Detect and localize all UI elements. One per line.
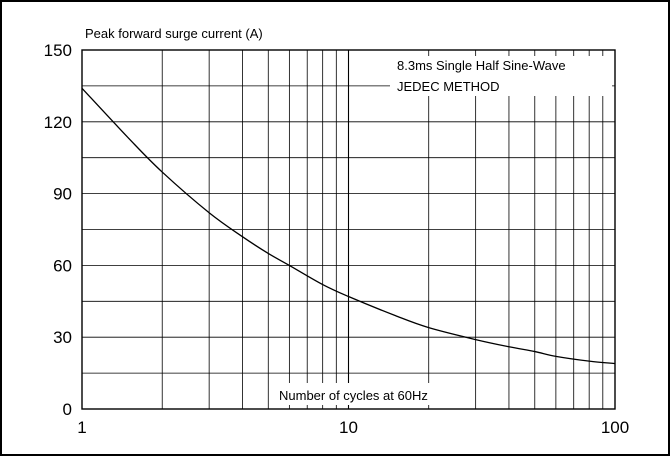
y-tick-label: 30	[53, 328, 72, 347]
y-tick-labels: 0 30 60 90 120 150	[44, 41, 72, 419]
y-tick-label: 150	[44, 41, 72, 60]
x-tick-labels: 1 10 100	[77, 418, 629, 437]
annotation-line-2: JEDEC METHOD	[397, 79, 500, 94]
annotation-background	[390, 56, 612, 96]
x-tick-label: 1	[77, 418, 86, 437]
y-tick-label: 120	[44, 113, 72, 132]
grid	[82, 50, 615, 409]
x-axis-label-background	[276, 383, 466, 405]
x-tick-label: 10	[339, 418, 358, 437]
series-line	[81, 87, 616, 365]
annotation-line-1: 8.3ms Single Half Sine-Wave	[397, 58, 566, 73]
x-axis-label: Number of cycles at 60Hz	[279, 388, 428, 403]
y-tick-label: 0	[63, 400, 72, 419]
plot-border	[81, 49, 616, 410]
y-axis-label: Peak forward surge current (A)	[85, 26, 263, 41]
y-tick-label: 90	[53, 185, 72, 204]
x-tick-label: 100	[601, 418, 629, 437]
y-tick-label: 60	[53, 256, 72, 275]
